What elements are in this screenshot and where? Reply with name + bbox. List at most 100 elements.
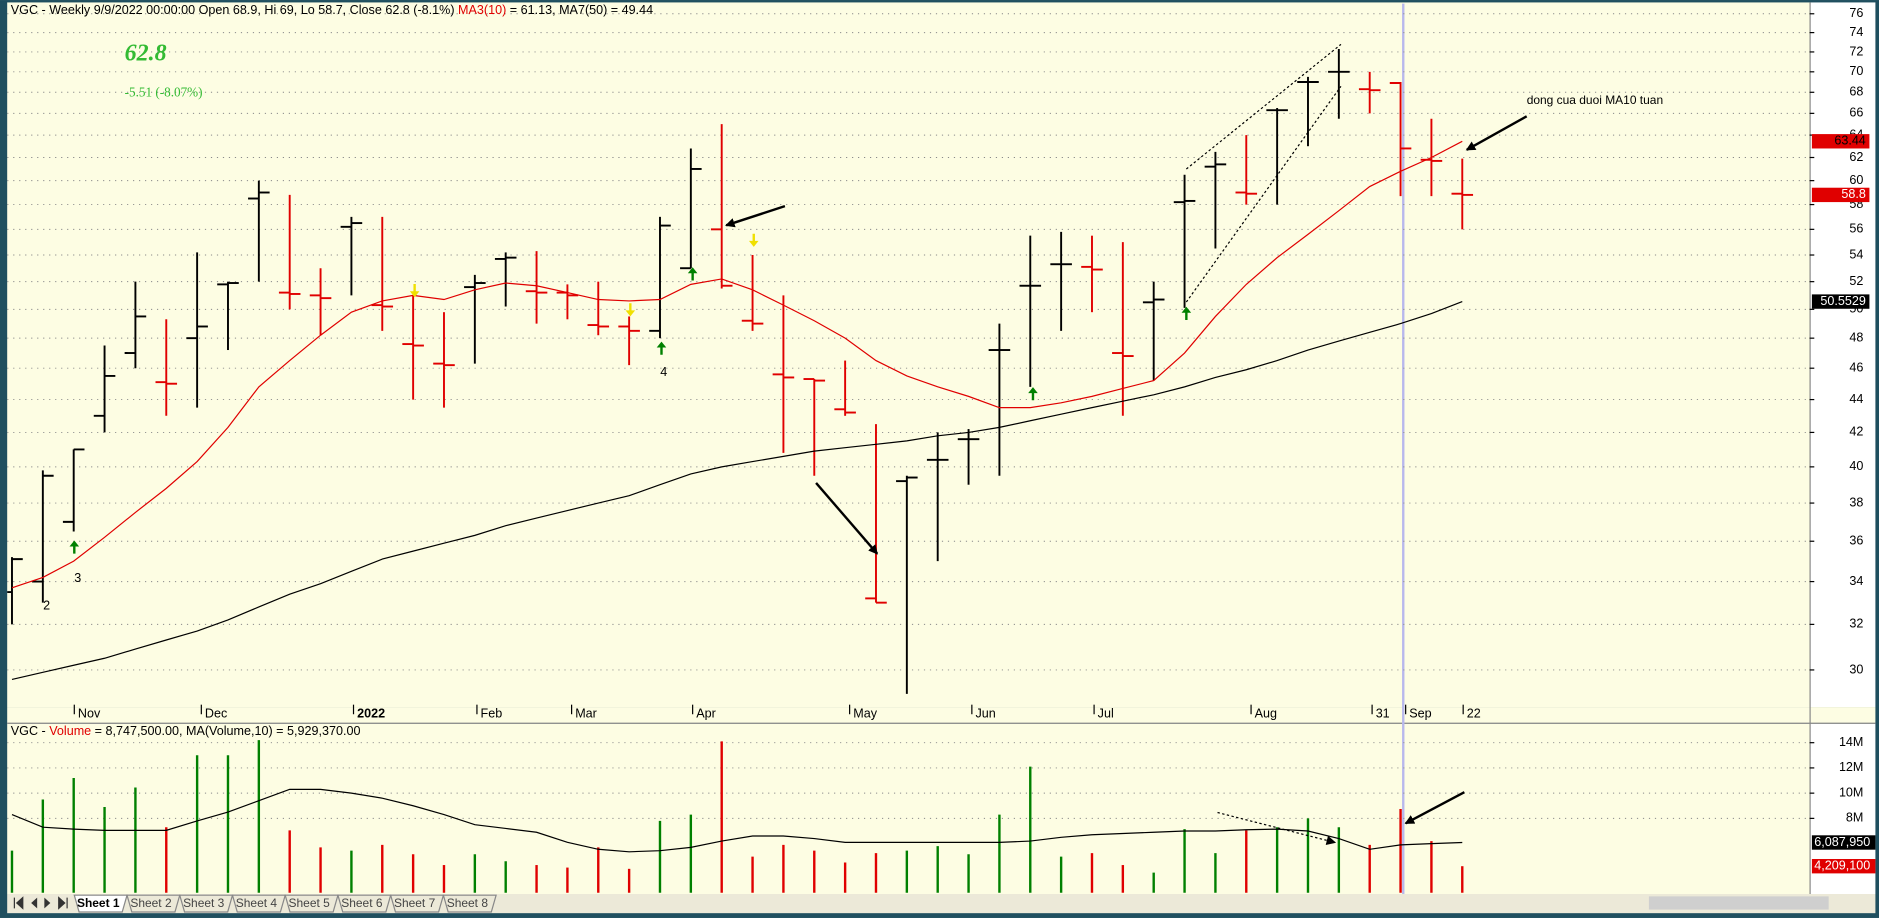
ohlc-bar <box>680 148 702 270</box>
ohlc-bar <box>865 424 887 604</box>
y-tick-label: 60 <box>1849 173 1863 187</box>
buy-arrow <box>69 540 80 554</box>
wave-label: 3 <box>74 571 81 585</box>
ohlc-bar <box>433 312 455 408</box>
y-tick-label: 36 <box>1849 534 1863 548</box>
ohlc-bar <box>278 194 301 310</box>
value-box-label: 58.8 <box>1841 187 1865 201</box>
tab[interactable] <box>284 894 339 913</box>
ohlc-bar <box>1328 49 1350 119</box>
header-text: VGC - <box>11 725 49 739</box>
axes: 3032343638404244464850525456586062646668… <box>73 6 1876 874</box>
y-tick-label: 72 <box>1849 44 1863 58</box>
y-tick-label: 76 <box>1849 6 1863 20</box>
buy-arrow <box>1028 387 1038 401</box>
ma-line <box>11 301 1463 680</box>
annotation: dong cua duoi MA10 tuan <box>1527 93 1663 107</box>
ohlc-bar <box>155 319 178 416</box>
tab-label[interactable]: Sheet 1 <box>77 896 120 910</box>
y-tick-label: 34 <box>1849 574 1863 588</box>
volume-ma-line <box>11 788 1463 853</box>
y-tick-label: 42 <box>1849 425 1863 439</box>
tab-label[interactable]: Sheet 2 <box>130 896 172 910</box>
value-box <box>1811 835 1876 850</box>
arrow <box>815 482 879 555</box>
ohlc-bar <box>988 323 1011 476</box>
last-price: 62.8 <box>125 41 167 67</box>
tabs: Sheet 1 Sheet 2 Sheet 3 Sheet 4 Sheet 5 Sheet… <box>73 894 497 913</box>
ohlc-bar <box>7 557 23 625</box>
y-tick-label: 70 <box>1849 64 1863 78</box>
tab[interactable] <box>178 894 234 913</box>
drawings <box>725 43 1528 846</box>
y-tick-label: 54 <box>1849 247 1863 261</box>
x-tick-label: Dec <box>205 707 227 721</box>
ohlc-bar <box>1019 235 1042 387</box>
price-change: -5.51 (-8.07%) <box>125 85 203 100</box>
ohlc-bar <box>803 378 826 476</box>
tab-label[interactable]: Sheet 7 <box>394 896 436 910</box>
y-tick-label: 8M <box>1846 811 1863 825</box>
nav-first[interactable] <box>13 896 24 910</box>
arrow <box>725 205 786 228</box>
tab[interactable] <box>231 894 286 913</box>
header-volume: Volume <box>49 725 91 739</box>
tab-label[interactable]: Sheet 4 <box>236 896 278 910</box>
value-box <box>1811 134 1870 149</box>
x-tick-label: 2022 <box>357 707 385 721</box>
sell-arrow <box>625 303 636 317</box>
header-text: VGC - Weekly 9/9/2022 00:00:00 Open 68.9… <box>11 3 458 17</box>
tab[interactable] <box>337 894 392 913</box>
ohlc-bar <box>772 295 795 453</box>
ohlc-bar <box>1358 71 1381 114</box>
header-ma10: MA3(10) <box>458 3 506 17</box>
header-volume-ma: MA(Volume,10) <box>186 725 273 739</box>
ohlc-bar <box>525 251 548 324</box>
tab-label[interactable]: Sheet 6 <box>341 896 383 910</box>
ma-line <box>11 140 1463 589</box>
value-box <box>1811 187 1870 203</box>
header-text: = 8,747,500.00, <box>91 725 186 739</box>
header-text: = 49.44 <box>607 3 653 17</box>
value-box-label: 63.44 <box>1834 134 1865 148</box>
arrow <box>1465 115 1528 151</box>
x-tick-label: Sep <box>1409 707 1431 721</box>
y-tick-label: 68 <box>1849 85 1863 99</box>
volume-panel <box>7 723 1810 894</box>
ohlc-bar <box>1142 281 1165 381</box>
ohlc-bar <box>93 345 116 433</box>
tab[interactable] <box>442 894 497 913</box>
tab[interactable] <box>389 894 445 913</box>
tab-label[interactable]: Sheet 8 <box>447 896 489 910</box>
tab[interactable] <box>126 894 181 913</box>
x-tick-label: Feb <box>481 707 503 721</box>
wave-label: 2 <box>43 599 50 613</box>
ohlc-bar <box>1081 235 1103 313</box>
ohlc-bar <box>124 281 147 369</box>
value-box <box>1811 294 1870 309</box>
price-axis-area <box>1809 2 1876 708</box>
y-tick-label: 14M <box>1839 735 1863 749</box>
tab[interactable] <box>73 894 128 913</box>
ohlc-bar <box>649 216 671 339</box>
ohlc-bar <box>1204 151 1227 249</box>
nav-next[interactable] <box>44 897 51 909</box>
y-tick-label: 74 <box>1849 25 1863 39</box>
header-text: = 61.13, <box>506 3 559 17</box>
tab-label[interactable]: Sheet 3 <box>183 896 225 910</box>
volume-plot <box>7 740 1810 893</box>
ohlc-bar <box>248 180 270 282</box>
nav-prev[interactable] <box>31 897 38 909</box>
scrollbar-thumb[interactable] <box>1648 896 1829 910</box>
nav-last[interactable] <box>58 896 68 910</box>
ohlc-bar <box>1050 231 1072 331</box>
tab-label[interactable]: Sheet 5 <box>289 896 331 910</box>
ohlc-bar <box>834 360 856 416</box>
ohlc-bar <box>217 281 239 351</box>
y-tick-label: 40 <box>1849 459 1863 473</box>
x-tick-label: Aug <box>1255 707 1277 721</box>
y-tick-label: 10M <box>1839 785 1863 799</box>
signal-arrows <box>69 233 1192 554</box>
y-tick-label: 32 <box>1849 617 1863 631</box>
y-tick-label: 62 <box>1849 150 1863 164</box>
